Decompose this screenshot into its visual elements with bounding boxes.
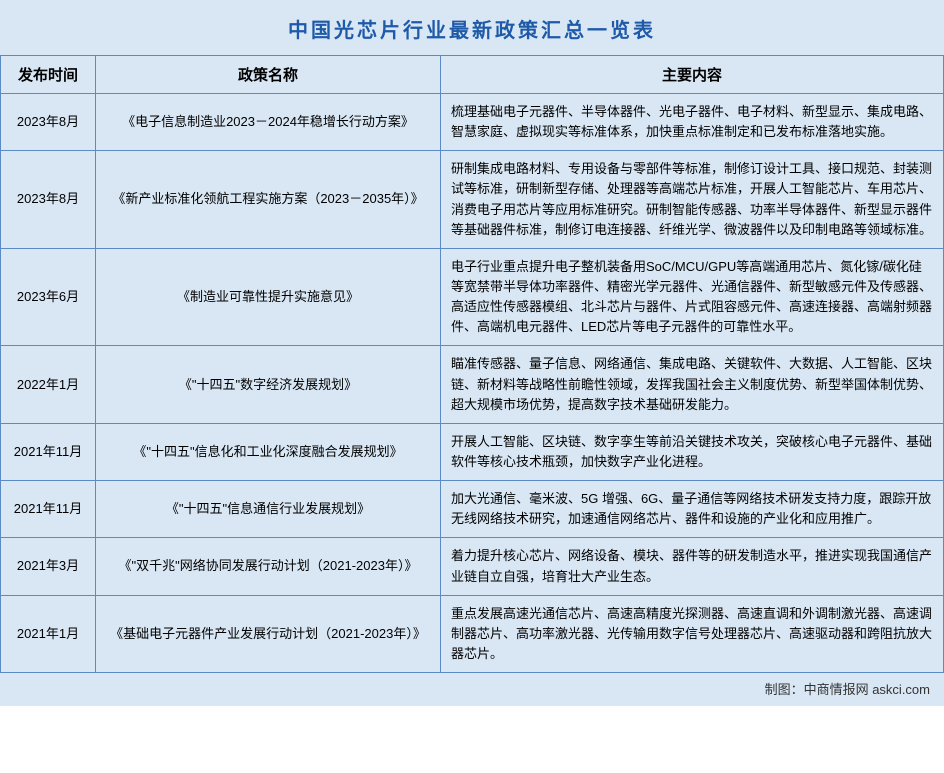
cell-content: 瞄准传感器、量子信息、网络通信、集成电路、关键软件、大数据、人工智能、区块链、新…	[441, 346, 944, 423]
header-row: 发布时间 政策名称 主要内容	[1, 56, 944, 94]
table-title: 中国光芯片行业最新政策汇总一览表	[0, 0, 944, 55]
col-header-name: 政策名称	[96, 56, 441, 94]
cell-date: 2023年6月	[1, 248, 96, 346]
cell-content: 开展人工智能、区块链、数字孪生等前沿关键技术攻关，突破核心电子元器件、基础软件等…	[441, 423, 944, 480]
cell-date: 2021年3月	[1, 538, 96, 595]
cell-date: 2023年8月	[1, 94, 96, 151]
table-row: 2023年8月 《新产业标准化领航工程实施方案（2023－2035年）》 研制集…	[1, 151, 944, 249]
cell-date: 2021年1月	[1, 595, 96, 672]
cell-name: 《基础电子元器件产业发展行动计划（2021-2023年）》	[96, 595, 441, 672]
cell-date: 2023年8月	[1, 151, 96, 249]
table-row: 2021年11月 《"十四五"信息通信行业发展规划》 加大光通信、毫米波、5G …	[1, 481, 944, 538]
table-row: 2021年11月 《"十四五"信息化和工业化深度融合发展规划》 开展人工智能、区…	[1, 423, 944, 480]
cell-content: 梳理基础电子元器件、半导体器件、光电子器件、电子材料、新型显示、集成电路、智慧家…	[441, 94, 944, 151]
footer-credit: 制图：中商情报网 askci.com	[0, 673, 944, 706]
table-row: 2022年1月 《"十四五"数字经济发展规划》 瞄准传感器、量子信息、网络通信、…	[1, 346, 944, 423]
policy-table-container: 中国光芯片行业最新政策汇总一览表 发布时间 政策名称 主要内容 2023年8月 …	[0, 0, 944, 706]
table-row: 2023年8月 《电子信息制造业2023－2024年稳增长行动方案》 梳理基础电…	[1, 94, 944, 151]
col-header-content: 主要内容	[441, 56, 944, 94]
table-row: 2023年6月 《制造业可靠性提升实施意见》 电子行业重点提升电子整机装备用So…	[1, 248, 944, 346]
cell-content: 重点发展高速光通信芯片、高速高精度光探测器、高速直调和外调制激光器、高速调制器芯…	[441, 595, 944, 672]
cell-name: 《电子信息制造业2023－2024年稳增长行动方案》	[96, 94, 441, 151]
cell-date: 2021年11月	[1, 481, 96, 538]
cell-name: 《制造业可靠性提升实施意见》	[96, 248, 441, 346]
cell-content: 加大光通信、毫米波、5G 增强、6G、量子通信等网络技术研发支持力度，跟踪开放无…	[441, 481, 944, 538]
table-row: 2021年1月 《基础电子元器件产业发展行动计划（2021-2023年）》 重点…	[1, 595, 944, 672]
cell-content: 电子行业重点提升电子整机装备用SoC/MCU/GPU等高端通用芯片、氮化镓/碳化…	[441, 248, 944, 346]
cell-date: 2022年1月	[1, 346, 96, 423]
cell-name: 《"十四五"信息化和工业化深度融合发展规划》	[96, 423, 441, 480]
cell-name: 《"双千兆"网络协同发展行动计划（2021-2023年）》	[96, 538, 441, 595]
policy-table: 发布时间 政策名称 主要内容 2023年8月 《电子信息制造业2023－2024…	[0, 55, 944, 673]
cell-name: 《新产业标准化领航工程实施方案（2023－2035年）》	[96, 151, 441, 249]
cell-name: 《"十四五"数字经济发展规划》	[96, 346, 441, 423]
table-row: 2021年3月 《"双千兆"网络协同发展行动计划（2021-2023年）》 着力…	[1, 538, 944, 595]
cell-content: 研制集成电路材料、专用设备与零部件等标准，制修订设计工具、接口规范、封装测试等标…	[441, 151, 944, 249]
cell-content: 着力提升核心芯片、网络设备、模块、器件等的研发制造水平，推进实现我国通信产业链自…	[441, 538, 944, 595]
col-header-date: 发布时间	[1, 56, 96, 94]
cell-date: 2021年11月	[1, 423, 96, 480]
cell-name: 《"十四五"信息通信行业发展规划》	[96, 481, 441, 538]
